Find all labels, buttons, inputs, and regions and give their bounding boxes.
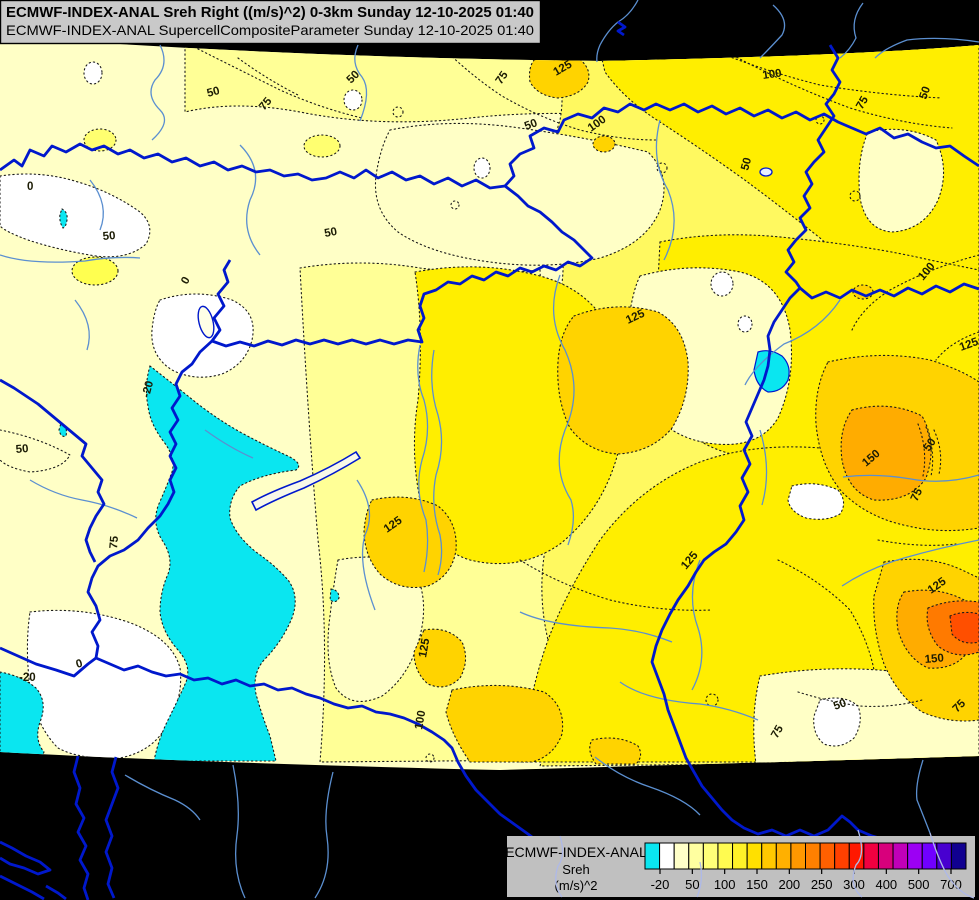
contour-label: 50 [206,85,221,100]
rivers-thick [0,20,979,900]
legend-swatch [746,842,763,870]
legend-tick-label: 250 [811,877,833,892]
legend-tick-label: 200 [778,877,800,892]
map-fill-layers [0,36,979,770]
contour-label: 75 [854,94,871,112]
legend-tick-label: 100 [714,877,736,892]
legend-swatch [834,842,850,870]
legend-swatch [673,842,690,870]
legend-tick-label: 700 [940,877,962,892]
legend-swatch [702,842,719,870]
contour-label: 0 [27,181,33,193]
contour-label: 75 [909,486,926,503]
rivers-over-legend [555,829,975,899]
contour-label: 50 [102,230,116,243]
legend-swatch [892,842,909,870]
legend-swatch [907,842,923,870]
contour-label: 75 [108,535,121,549]
legend-tick-label: -20 [651,877,670,892]
contour-label: 150 [924,652,944,666]
legend-tick-label: 500 [908,877,930,892]
legend-source: ECMWF-INDEX-ANAL [505,844,647,860]
legend-swatch [659,842,675,870]
legend-swatch [732,842,748,870]
title-box [0,0,542,45]
title-line-1: ECMWF-INDEX-ANAL Sreh Right ((m/s)^2) 0-… [6,5,534,21]
contour-label: 0 [75,658,84,671]
legend-tick-labels: -20 50 100 150 200 250 300 400 500 700 [651,869,962,892]
contour-label: 0 [179,275,193,287]
legend: ECMWF-INDEX-ANAL Sreh (m/s)^2 -20 50 100 15… [505,836,975,897]
contour-label: 50 [15,443,29,456]
lake-neusiedl [197,305,215,339]
contour-label: 100 [762,67,783,82]
lakes [197,167,773,512]
title-line-2: ECMWF-INDEX-ANAL SupercellCompositeParam… [6,22,534,38]
legend-colorbar [644,842,967,870]
legend-units: (m/s)^2 [555,878,598,893]
contour-label: 50 [323,226,338,240]
contour-label: 75 [769,723,786,741]
legend-parameter: Sreh [562,862,589,877]
legend-swatch [950,842,967,870]
legend-swatch [761,842,777,870]
lake-balaton [250,450,362,512]
legend-swatch [805,842,821,870]
legend-swatch [877,842,894,870]
title-bar: ECMWF-INDEX-ANAL Sreh Right ((m/s)^2) 0-… [0,0,542,45]
contour-label: 50 [832,697,848,713]
legend-tick-label: 400 [875,877,897,892]
contour-label: 50 [739,156,754,171]
contour-label: -20 [140,380,156,399]
contour-label: -20 [19,672,36,684]
small-lake [759,167,773,177]
legend-swatch [717,842,734,870]
contour-label: 50 [523,117,539,133]
legend-swatch [775,842,792,870]
legend-swatch [819,842,836,870]
contour-label: 50 [918,85,934,101]
contour-label: 125 [958,336,979,354]
legend-tick-label: 150 [746,877,768,892]
legend-swatch [863,842,879,870]
contour-label: 100 [413,710,428,731]
legend-swatch [936,842,952,870]
legend-swatch [790,842,806,870]
contour-label: 125 [417,637,432,659]
legend-swatch [644,842,661,870]
legend-tick-label: 50 [685,877,699,892]
